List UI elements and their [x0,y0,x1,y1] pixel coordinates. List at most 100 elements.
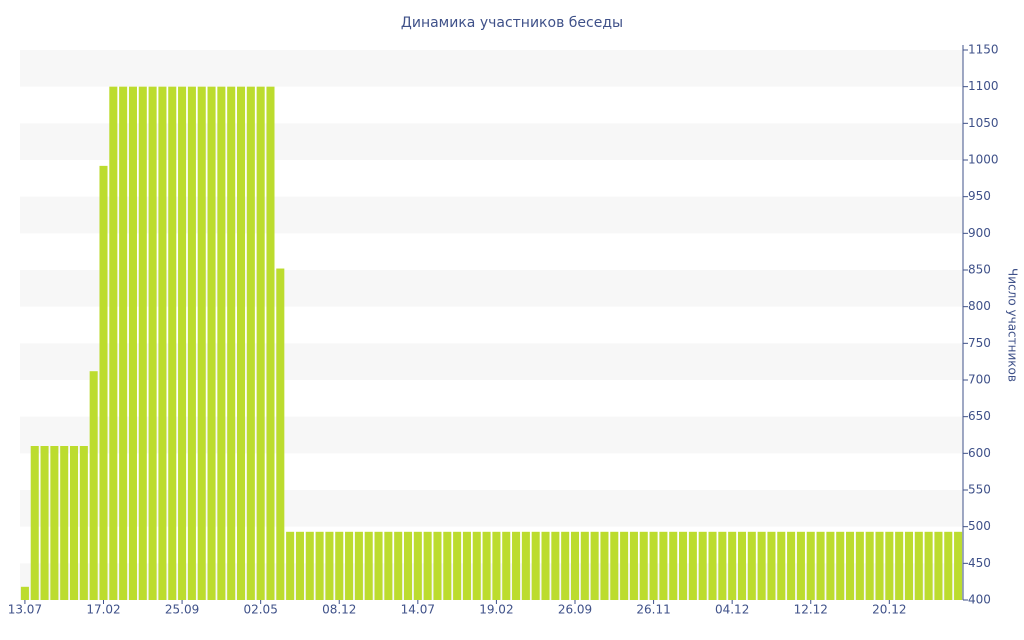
bar [502,531,511,600]
bar [512,531,521,600]
bar [541,531,550,600]
x-tick-label: 14.07 [401,603,435,617]
bar [472,531,481,600]
bar [914,531,923,600]
bar [669,531,678,600]
x-tick-label: 12.12 [794,603,828,617]
y-tick-label: 500 [968,519,991,533]
bar [423,531,432,600]
y-tick-label: 750 [968,336,991,350]
bar [737,531,747,600]
bar [69,446,79,600]
bar [492,531,501,600]
bar [128,86,137,600]
grid-band [20,416,963,454]
y-tick-label: 400 [968,593,991,607]
bar [679,531,688,600]
x-tick-label: 26.11 [636,603,670,617]
bar [796,531,805,600]
x-tick-label: 08.12 [322,603,356,617]
bar [482,531,491,600]
bar [276,268,285,600]
bar [600,531,609,600]
y-tick-label: 950 [968,189,991,203]
bar [109,86,118,600]
bar [178,86,187,600]
bar [659,531,668,600]
y-tick-label: 1050 [968,116,999,130]
bar [364,531,373,600]
y-tick-label: 1150 [968,43,999,57]
grid-band [20,123,963,160]
bar [443,531,452,600]
bar [394,531,403,600]
bar [777,531,786,600]
bar [227,86,236,600]
grid-band [20,270,963,307]
bar [197,86,206,600]
x-tick-label: 26.09 [558,603,592,617]
bar [168,86,177,600]
y-axis-label: Число участников [1006,268,1020,382]
x-tick-label: 02.05 [243,603,277,617]
bar [698,531,707,600]
bar [266,86,275,600]
bar [119,86,128,600]
y-tick-label: 900 [968,226,991,240]
x-tick-label: 25.09 [165,603,199,617]
bar [855,531,864,600]
bar [924,531,933,600]
grid-band [20,490,963,527]
bar [315,531,324,600]
y-tick-label: 1100 [968,79,999,93]
bar [295,531,304,600]
bar [403,531,413,600]
bar [954,531,963,600]
x-tick-label: 19.02 [479,603,513,617]
bar [610,531,619,600]
bar [207,86,216,600]
y-tick-label: 850 [968,263,991,277]
y-tick-label: 450 [968,556,991,570]
bar [806,531,815,600]
y-tick-label: 600 [968,446,991,460]
bar [60,446,69,600]
bar [256,86,265,600]
bar [728,531,737,600]
bar [629,531,638,600]
bar [335,531,344,600]
bar [20,586,29,600]
bar [826,531,835,600]
bar [354,531,363,600]
y-tick-label: 800 [968,299,991,313]
bar [934,531,943,600]
bar [846,531,855,600]
bar [246,86,255,600]
bar [531,531,540,600]
bar [521,531,530,600]
bar [187,86,196,600]
bar [99,165,108,600]
bar [708,531,717,600]
bar [433,531,442,600]
y-tick-label: 700 [968,373,991,387]
bar [836,531,845,600]
bar [40,446,49,600]
bar [325,531,334,600]
bar [747,531,756,600]
bar [688,531,697,600]
bar [79,446,88,600]
bar [374,531,383,600]
bar [944,531,953,600]
bar [413,531,422,600]
grid-band [20,343,963,380]
y-tick-label: 550 [968,483,991,497]
bar [453,531,462,600]
bar [767,531,776,600]
bar [620,531,629,600]
grid-band [20,50,963,87]
bar [345,531,354,600]
bar [816,531,825,600]
bar [217,86,226,600]
y-tick-label: 650 [968,409,991,423]
